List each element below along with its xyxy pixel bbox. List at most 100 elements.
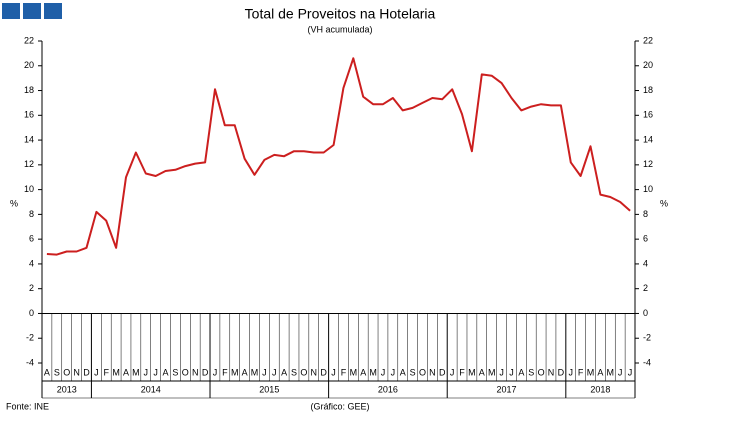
y2-axis-label: % [660, 198, 668, 208]
y2-tick-label: 4 [643, 258, 648, 268]
y2-tick-label: 8 [643, 209, 648, 219]
x-tick-label: A [360, 367, 366, 377]
year-label: 2013 [57, 384, 77, 394]
y2-tick-label: 16 [643, 110, 653, 120]
x-tick-label: F [578, 367, 584, 377]
x-tick-label: M [112, 367, 120, 377]
x-tick-label: J [331, 367, 336, 377]
year-label: 2018 [590, 384, 610, 394]
x-tick-label: M [488, 367, 496, 377]
x-tick-label: A [518, 367, 524, 377]
x-tick-label: A [123, 367, 129, 377]
x-tick-label: F [341, 367, 347, 377]
x-tick-label: O [300, 367, 307, 377]
y2-tick-label: 10 [643, 184, 653, 194]
x-tick-label: J [262, 367, 267, 377]
y2-tick-label: 14 [643, 134, 653, 144]
x-tick-label: N [429, 367, 436, 377]
x-tick-label: J [499, 367, 504, 377]
y-axis-label: % [10, 198, 18, 208]
y2-tick-label: 12 [643, 159, 653, 169]
data-line [46, 57, 631, 256]
chart-title: Total de Proveitos na Hotelaria [245, 6, 436, 22]
x-tick-label: J [144, 367, 149, 377]
x-tick-label: J [509, 367, 514, 377]
y-tick-label: 10 [24, 184, 34, 194]
y-tick-label: 12 [24, 159, 34, 169]
year-label: 2015 [259, 384, 279, 394]
x-tick-label: M [251, 367, 259, 377]
y-tick-label: 14 [24, 134, 34, 144]
x-tick-label: S [172, 367, 178, 377]
x-tick-label: N [73, 367, 80, 377]
x-tick-label: F [103, 367, 109, 377]
x-tick-label: D [558, 367, 565, 377]
x-tick-label: M [587, 367, 595, 377]
x-tick-label: S [410, 367, 416, 377]
x-tick-label: A [44, 367, 50, 377]
logo-square [23, 3, 41, 19]
x-tick-label: D [83, 367, 90, 377]
y-tick-label: 0 [29, 308, 34, 318]
x-tick-label: O [63, 367, 70, 377]
y2-tick-label: -4 [643, 357, 651, 367]
y2-tick-label: 22 [643, 35, 653, 45]
x-tick-label: N [548, 367, 555, 377]
x-tick-label: S [54, 367, 60, 377]
x-tick-label: J [94, 367, 99, 377]
credit: (Gráfico: GEE) [310, 401, 369, 411]
source: Fonte: INE [6, 401, 49, 411]
y2-tick-label: 20 [643, 60, 653, 70]
x-tick-label: F [459, 367, 465, 377]
x-tick-label: J [153, 367, 158, 377]
year-label: 2014 [141, 384, 161, 394]
x-tick-label: A [281, 367, 287, 377]
x-tick-label: S [291, 367, 297, 377]
y2-tick-label: -2 [643, 333, 651, 343]
x-tick-label: A [597, 367, 603, 377]
y2-tick-label: 0 [643, 308, 648, 318]
y-tick-label: 4 [29, 258, 34, 268]
year-label: 2016 [378, 384, 398, 394]
x-tick-label: J [628, 367, 633, 377]
x-tick-label: A [163, 367, 169, 377]
logo-square [44, 3, 62, 19]
x-tick-label: J [213, 367, 218, 377]
x-tick-label: F [222, 367, 228, 377]
x-tick-label: D [439, 367, 446, 377]
logo-square [2, 3, 20, 19]
x-tick-label: M [132, 367, 140, 377]
x-tick-label: J [272, 367, 277, 377]
x-tick-label: N [192, 367, 199, 377]
x-tick-label: N [311, 367, 318, 377]
x-tick-label: A [400, 367, 406, 377]
x-tick-label: S [528, 367, 534, 377]
x-tick-label: D [320, 367, 327, 377]
x-tick-label: M [468, 367, 476, 377]
y-tick-label: 20 [24, 60, 34, 70]
y-tick-label: 8 [29, 209, 34, 219]
y-tick-label: 2 [29, 283, 34, 293]
x-tick-label: M [369, 367, 377, 377]
y-tick-label: -2 [26, 333, 34, 343]
y2-tick-label: 18 [643, 85, 653, 95]
y2-tick-label: 6 [643, 234, 648, 244]
x-tick-label: A [479, 367, 485, 377]
x-tick-label: J [381, 367, 386, 377]
x-tick-label: O [182, 367, 189, 377]
y-tick-label: -4 [26, 357, 34, 367]
x-tick-label: O [538, 367, 545, 377]
x-tick-label: J [569, 367, 574, 377]
x-tick-label: J [618, 367, 623, 377]
y2-tick-label: 2 [643, 283, 648, 293]
x-tick-label: M [350, 367, 358, 377]
x-tick-label: J [391, 367, 396, 377]
y-tick-label: 18 [24, 85, 34, 95]
x-tick-label: D [202, 367, 209, 377]
y-tick-label: 22 [24, 35, 34, 45]
chart-subtitle: (VH acumulada) [307, 24, 372, 34]
y-tick-label: 6 [29, 234, 34, 244]
x-tick-label: J [450, 367, 455, 377]
y-tick-label: 16 [24, 110, 34, 120]
